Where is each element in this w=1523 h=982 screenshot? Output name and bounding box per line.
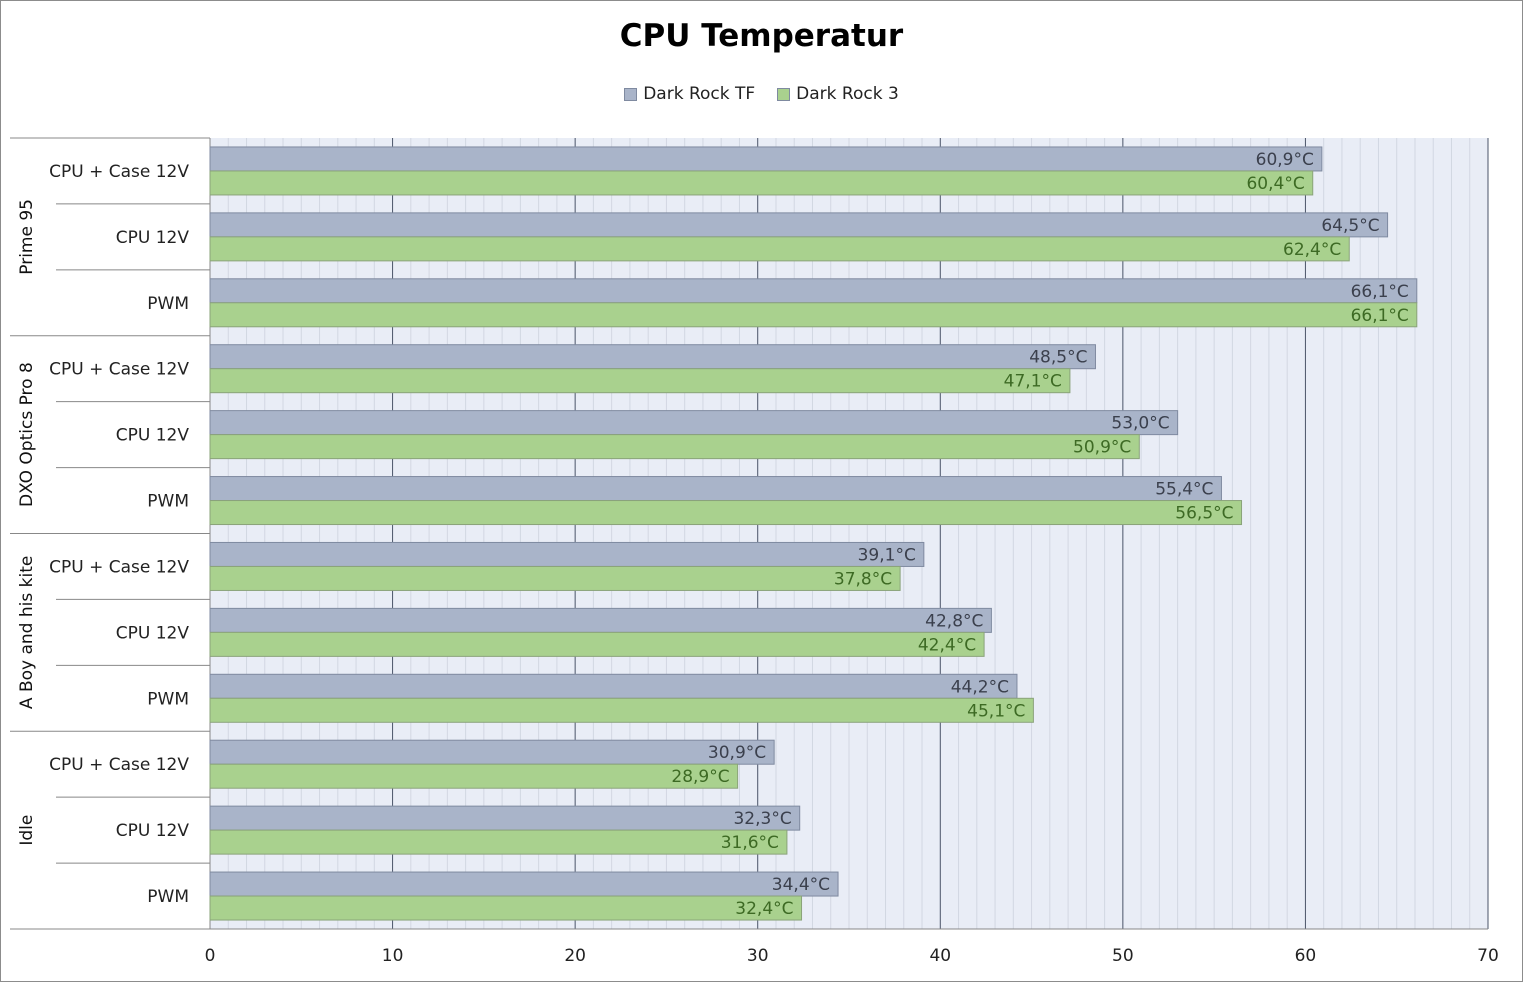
y-category-label: PWM (147, 294, 189, 314)
data-label: 56,5°C (1175, 504, 1233, 524)
bar-dark-rock-tf (209, 607, 992, 633)
data-label: 50,9°C (1073, 438, 1131, 458)
data-label: 37,8°C (834, 569, 892, 589)
x-tick-label: 60 (1295, 946, 1317, 966)
data-label: 66,1°C (1351, 306, 1409, 326)
y-group-label: A Boy and his kite (17, 556, 37, 709)
data-label: 39,1°C (858, 545, 916, 565)
bar-dark-rock-3 (209, 829, 788, 855)
bar-dark-rock-3 (209, 500, 1243, 526)
data-label: 32,4°C (735, 899, 793, 919)
bar-dark-rock-tf (209, 739, 775, 765)
x-tick-label: 40 (929, 946, 951, 966)
data-label: 42,8°C (925, 611, 983, 631)
bar-dark-rock-tf (209, 805, 801, 831)
legend: Dark Rock TF Dark Rock 3 (0, 84, 1523, 104)
data-label: 60,4°C (1246, 174, 1304, 194)
bar-dark-rock-3 (209, 895, 803, 921)
legend-item-dark-rock-tf: Dark Rock TF (624, 84, 755, 104)
legend-swatch (777, 87, 791, 101)
bar-dark-rock-tf (209, 476, 1222, 502)
bar-dark-rock-3 (209, 631, 985, 657)
legend-swatch (624, 87, 638, 101)
legend-label: Dark Rock TF (643, 84, 756, 104)
data-label: 48,5°C (1029, 348, 1087, 368)
x-tick-label: 0 (205, 946, 216, 966)
data-label: 47,1°C (1004, 372, 1062, 392)
data-label: 60,9°C (1256, 150, 1314, 170)
chart-title: CPU Temperatur (619, 18, 904, 54)
y-category-label: CPU + Case 12V (49, 755, 189, 775)
bar-dark-rock-3 (209, 302, 1418, 328)
legend-label: Dark Rock 3 (796, 84, 899, 104)
x-tick-label: 10 (382, 946, 404, 966)
x-tick-label: 30 (747, 946, 769, 966)
y-category-label: CPU + Case 12V (49, 360, 189, 380)
y-group-label: Prime 95 (17, 199, 37, 275)
x-tick-label: 50 (1112, 946, 1134, 966)
y-category-label: PWM (147, 887, 189, 907)
bar-dark-rock-tf (209, 146, 1323, 172)
data-label: 45,1°C (967, 701, 1025, 721)
bar-dark-rock-tf (209, 871, 839, 897)
bar-dark-rock-tf (209, 344, 1096, 370)
data-label: 53,0°C (1111, 414, 1169, 434)
bar-dark-rock-tf (209, 541, 925, 567)
y-category-label: PWM (147, 492, 189, 512)
data-label: 55,4°C (1155, 480, 1213, 500)
x-tick-label: 20 (564, 946, 586, 966)
data-label: 42,4°C (918, 635, 976, 655)
data-label: 32,3°C (733, 809, 791, 829)
data-label: 30,9°C (708, 743, 766, 763)
x-tick-label: 70 (1477, 946, 1499, 966)
data-label: 31,6°C (721, 833, 779, 853)
bar-dark-rock-tf (209, 212, 1389, 238)
bar-dark-rock-3 (209, 434, 1140, 460)
data-label: 28,9°C (671, 767, 729, 787)
y-category-label: CPU 12V (116, 426, 190, 446)
bar-dark-rock-3 (209, 565, 901, 591)
data-label: 64,5°C (1321, 216, 1379, 236)
y-category-label: CPU + Case 12V (49, 557, 189, 577)
bar-dark-rock-3 (209, 763, 739, 789)
data-label: 44,2°C (951, 677, 1009, 697)
data-label: 62,4°C (1283, 240, 1341, 260)
y-group-label: Idle (17, 815, 37, 846)
legend-item-dark-rock-3: Dark Rock 3 (777, 84, 899, 104)
bar-dark-rock-3 (209, 236, 1350, 262)
y-category-label: CPU 12V (116, 623, 190, 643)
y-category-label: CPU + Case 12V (49, 162, 189, 182)
y-category-label: PWM (147, 689, 189, 709)
y-category-label: CPU 12V (116, 228, 190, 248)
y-category-label: CPU 12V (116, 821, 190, 841)
bar-dark-rock-3 (209, 368, 1071, 394)
data-label: 66,1°C (1351, 282, 1409, 302)
bar-dark-rock-tf (209, 278, 1418, 304)
data-label: 34,4°C (772, 875, 830, 895)
y-group-label: DXO Optics Pro 8 (17, 362, 37, 507)
bar-dark-rock-3 (209, 697, 1034, 723)
bar-dark-rock-tf (209, 673, 1018, 699)
bar-dark-rock-tf (209, 410, 1179, 436)
bar-dark-rock-3 (209, 170, 1314, 196)
